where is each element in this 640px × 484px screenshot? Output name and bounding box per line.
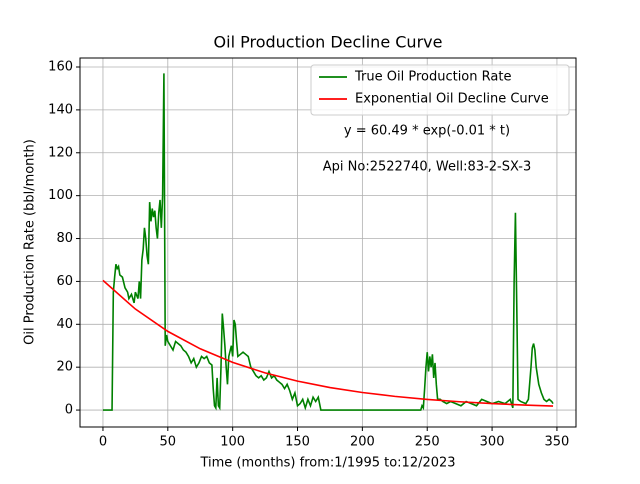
- y-tick-label: 80: [56, 231, 73, 246]
- x-tick-label: 350: [545, 435, 570, 450]
- y-tick-label: 60: [56, 274, 73, 289]
- x-tick-label: 300: [480, 435, 505, 450]
- annotation: Api No:2522740, Well:83-2-SX-3: [323, 160, 531, 175]
- y-tick-label: 100: [48, 188, 73, 203]
- y-tick-label: 40: [56, 317, 73, 332]
- y-tick-label: 160: [48, 60, 73, 75]
- line-series: [102, 73, 554, 411]
- line-series: [102, 279, 554, 407]
- legend-label: Exponential Oil Decline Curve: [355, 92, 549, 107]
- x-tick-label: 100: [220, 435, 245, 450]
- x-axis-label: Time (months) from:1/1995 to:12/2023: [199, 456, 455, 471]
- y-axis-label: Oil Production Rate (bbl/month): [23, 139, 38, 345]
- x-tick-label: 150: [285, 435, 310, 450]
- x-tick-label: 0: [99, 435, 107, 450]
- plot-frame: [79, 57, 577, 428]
- x-tick-label: 250: [415, 435, 440, 450]
- y-tick-label: 20: [56, 360, 73, 375]
- y-tick-label: 120: [48, 145, 73, 160]
- y-tick-label: 0: [65, 403, 73, 418]
- x-tick-label: 50: [160, 435, 177, 450]
- legend-label: True Oil Production Rate: [354, 70, 511, 85]
- annotation: y = 60.49 * exp(-0.01 * t): [344, 124, 510, 139]
- legend-box: [310, 64, 570, 116]
- x-tick-label: 200: [350, 435, 375, 450]
- chart-title: Oil Production Decline Curve: [214, 33, 443, 52]
- y-tick-label: 140: [48, 102, 73, 117]
